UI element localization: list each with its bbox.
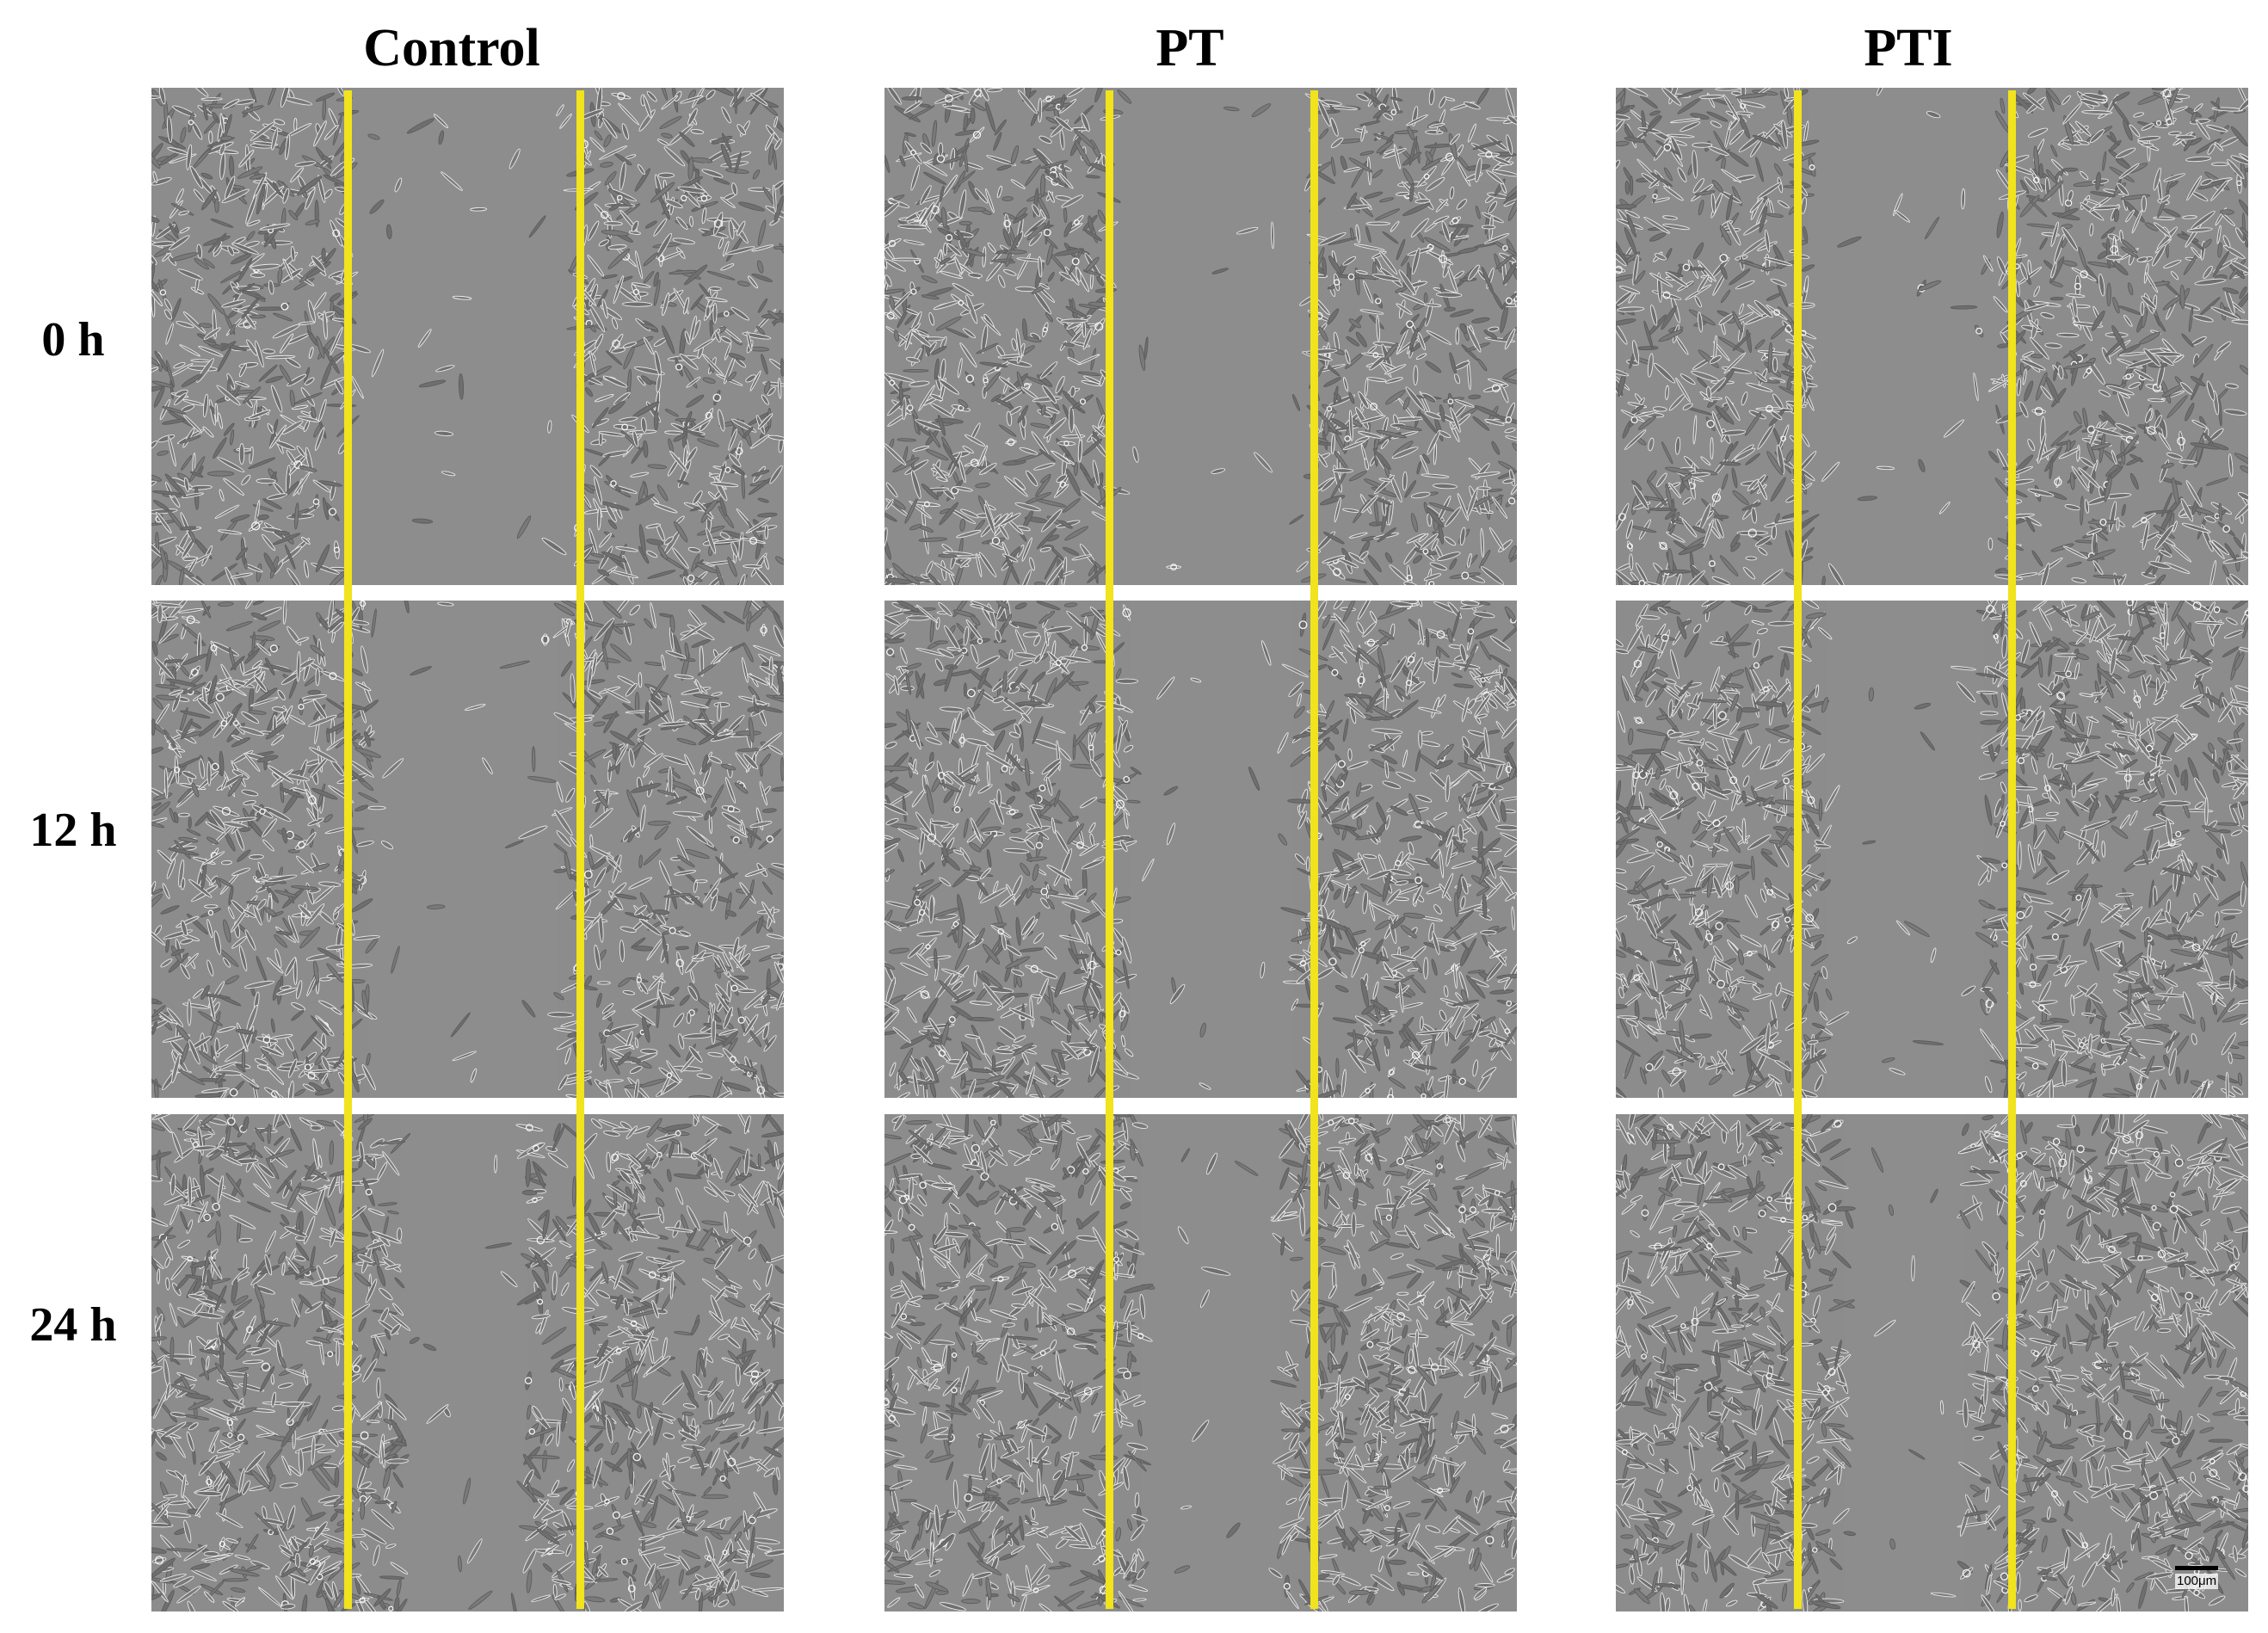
micrograph-image (884, 88, 1517, 585)
micrograph-pt-12h (884, 601, 1517, 1098)
micrograph-control-24h (151, 1114, 784, 1611)
micrograph-image (884, 601, 1517, 1098)
micrograph-image (884, 1114, 1517, 1611)
scale-bar: 100μm (2175, 1566, 2219, 1589)
row-label-0h: 0 h (41, 313, 105, 367)
micrograph-image (151, 601, 784, 1098)
guide-line-pti-right (2008, 90, 2016, 1609)
micrograph-image (1616, 1114, 2248, 1611)
column-title-pti: PTI (1864, 19, 1953, 77)
micrograph-control-0h (151, 88, 784, 585)
row-label-12h: 12 h (29, 804, 117, 857)
micrograph-pti-0h (1616, 88, 2248, 585)
micrograph-pti-24h (1616, 1114, 2248, 1611)
column-title-control: Control (363, 19, 540, 77)
guide-line-control-right (576, 90, 584, 1609)
guide-line-pt-right (1310, 90, 1318, 1609)
row-label-24h: 24 h (29, 1298, 117, 1352)
micrograph-pt-24h (884, 1114, 1517, 1611)
micrograph-image (151, 1114, 784, 1611)
micrograph-control-12h (151, 601, 784, 1098)
micrograph-image (1616, 88, 2248, 585)
micrograph-image (151, 88, 784, 585)
guide-line-control-left (344, 90, 352, 1609)
micrograph-pt-0h (884, 88, 1517, 585)
scale-bar-label: 100μm (2175, 1574, 2219, 1589)
column-title-pt: PT (1156, 19, 1224, 77)
micrograph-image (1616, 601, 2248, 1098)
micrograph-pti-12h (1616, 601, 2248, 1098)
guide-line-pt-left (1106, 90, 1113, 1609)
scale-bar-line (2175, 1566, 2219, 1570)
guide-line-pti-left (1794, 90, 1802, 1609)
